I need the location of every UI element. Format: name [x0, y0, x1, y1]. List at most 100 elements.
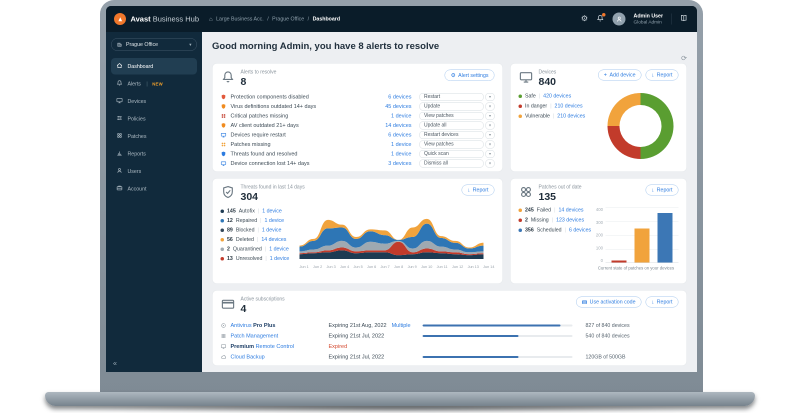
alert-devices-link[interactable]: 45 devices	[385, 103, 412, 110]
breadcrumb-site[interactable]: Prague Office	[272, 16, 305, 22]
alerts-card: Alerts to resolve 8 ⚙ Alert settings Prot…	[212, 63, 503, 172]
shield-icon	[221, 151, 227, 157]
subscription-name-link[interactable]: Antivirus Pro Plus	[230, 322, 276, 329]
alert-devices-link[interactable]: 6 devices	[388, 131, 412, 138]
brand-logo[interactable]: Avast Business Hub	[106, 13, 202, 25]
subscription-name-link[interactable]: Cloud Backup	[230, 353, 265, 360]
sidebar-item-patches[interactable]: Patches	[111, 128, 197, 145]
patch-devices-link[interactable]: 6 devices	[568, 227, 592, 234]
notifications-bell-icon[interactable]	[596, 12, 606, 25]
user-avatar[interactable]	[612, 12, 626, 26]
chevron-down-icon[interactable]: ▾	[485, 140, 495, 149]
devices-donut-chart	[607, 93, 674, 160]
alert-row: Protection components disabled 6 devices R…	[221, 92, 495, 102]
alert-devices-link[interactable]: 1 device	[391, 141, 412, 148]
threats-report-button[interactable]: ↓ Report	[461, 184, 495, 196]
subscription-name-link[interactable]: Patch Management	[230, 332, 279, 339]
breadcrumb-account[interactable]: Large Business Acc.	[216, 16, 264, 22]
new-badge: NEW	[152, 81, 163, 87]
alert-action-select[interactable]: Update	[419, 102, 484, 111]
settings-gear-icon[interactable]: ⚙	[580, 14, 589, 23]
subscription-row: Premium Remote Control Expired	[220, 341, 679, 352]
sidebar-item-users[interactable]: Users	[111, 163, 197, 180]
refresh-icon[interactable]: ⟳	[681, 53, 687, 62]
legend-count: 2	[227, 246, 230, 253]
alert-action-select[interactable]: Restart	[419, 92, 484, 101]
subscriptions-report-button[interactable]: ↓ Report	[645, 296, 679, 308]
alert-devices-link[interactable]: 14 devices	[385, 122, 412, 129]
alert-action-select[interactable]: Update all	[419, 121, 484, 130]
sidebar-item-devices[interactable]: Devices	[111, 93, 197, 110]
devices-status-link[interactable]: 210 devices	[557, 113, 586, 120]
threat-devices-link[interactable]: 1 device	[264, 217, 285, 224]
home-icon[interactable]: ⌂	[209, 15, 213, 23]
x-tick-label: Jun 11	[436, 264, 448, 270]
x-tick-label: Jun 6	[367, 264, 377, 270]
chevron-down-icon[interactable]: ▾	[485, 102, 495, 111]
threat-devices-link[interactable]: 14 devices	[261, 236, 287, 243]
alert-action-select[interactable]: Restart devices	[419, 130, 484, 139]
alert-action-select[interactable]: View patches	[419, 140, 484, 149]
threat-devices-link[interactable]: 1 device	[262, 208, 282, 215]
sidebar-item-dashboard[interactable]: Dashboard	[111, 58, 197, 75]
help-book-icon[interactable]	[680, 14, 689, 25]
alert-row: AV client outdated 21+ days 14 devices Upd…	[221, 121, 495, 131]
alert-label: Virus definitions outdated 14+ days	[230, 103, 317, 110]
area-series-deleted	[299, 218, 484, 249]
use-activation-code-button[interactable]: Use activation code	[576, 296, 642, 308]
alerts-card-title: Alerts to resolve	[240, 69, 277, 76]
multiple-link[interactable]: Multiple	[391, 322, 411, 329]
legend-separator: |	[551, 217, 554, 224]
progress-track	[422, 334, 573, 337]
y-tick-label: 400	[595, 207, 603, 213]
legend-separator: |	[256, 236, 259, 243]
sidebar-item-policies[interactable]: Policies	[111, 111, 197, 128]
devices-report-button[interactable]: ↓ Report	[645, 69, 679, 81]
threats-legend: 145 Autofix | 1 device 12 Repaired | 1 device 89…	[220, 208, 300, 269]
sidebar-item-reports[interactable]: Reports	[111, 146, 197, 163]
legend-dot	[220, 256, 224, 261]
x-tick-label: Jun 12	[451, 264, 464, 270]
chevron-down-icon[interactable]: ▾	[485, 159, 495, 168]
chevron-down-icon[interactable]: ▾	[485, 130, 495, 139]
area-series-quarantined	[299, 240, 484, 255]
breadcrumb: ⌂ Large Business Acc. / Prague Office / Da…	[209, 15, 341, 23]
x-tick-label: Jun 7	[380, 264, 390, 270]
devices-status-link[interactable]: 210 devices	[554, 103, 583, 110]
patch-devices-link[interactable]: 14 devices	[558, 207, 584, 214]
chevron-down-icon[interactable]: ▾	[485, 111, 495, 120]
devices-status-link[interactable]: 420 devices	[543, 93, 572, 100]
sidebar-item-label: Alerts	[127, 80, 141, 87]
brand-name: Avast Business Hub	[130, 14, 200, 24]
alert-devices-link[interactable]: 3 devices	[388, 160, 412, 167]
chevron-down-icon[interactable]: ▾	[485, 92, 495, 101]
sidebar-collapse-button[interactable]: «	[113, 359, 117, 367]
alert-devices-link[interactable]: 1 device	[391, 150, 412, 157]
usage-progress	[422, 334, 573, 337]
threat-devices-link[interactable]: 1 device	[261, 227, 282, 234]
add-device-button[interactable]: + Add device	[597, 69, 642, 81]
user-meta[interactable]: Admin User Global Admin	[634, 13, 663, 26]
alert-list: Protection components disabled 6 devices R…	[220, 92, 495, 168]
alert-action-select[interactable]: Dismiss all	[419, 159, 484, 168]
chevron-down-icon[interactable]: ▾	[485, 149, 495, 158]
alert-row: Devices require restart 6 devices Restart …	[220, 130, 495, 140]
alert-action-select[interactable]: Quick scan	[419, 149, 484, 158]
alert-devices-link[interactable]: 1 device	[391, 112, 412, 119]
alert-row: Critical patches missing 1 device View pat…	[221, 111, 495, 121]
alert-action-select[interactable]: View patches	[419, 111, 484, 120]
patches-card-title: Patches out of date	[538, 184, 582, 191]
alert-devices-link[interactable]: 6 devices	[388, 93, 412, 100]
threat-devices-link[interactable]: 1 device	[269, 246, 289, 253]
sidebar-item-account[interactable]: Account	[111, 181, 197, 198]
patches-report-button[interactable]: ↓ Report	[645, 184, 679, 196]
office-selector[interactable]: Prague Office ▾	[111, 38, 197, 51]
alert-settings-button[interactable]: ⚙ Alert settings	[444, 69, 495, 81]
patch-icon	[221, 113, 227, 119]
threat-devices-link[interactable]: 1 device	[269, 255, 290, 262]
chevron-down-icon[interactable]: ▾	[485, 121, 495, 130]
sidebar-item-alerts[interactable]: Alerts | NEW	[111, 76, 197, 93]
subscription-name-link[interactable]: Premium Remote Control	[230, 343, 295, 350]
patch-devices-link[interactable]: 123 devices	[556, 217, 585, 224]
legend-dot	[220, 209, 224, 213]
